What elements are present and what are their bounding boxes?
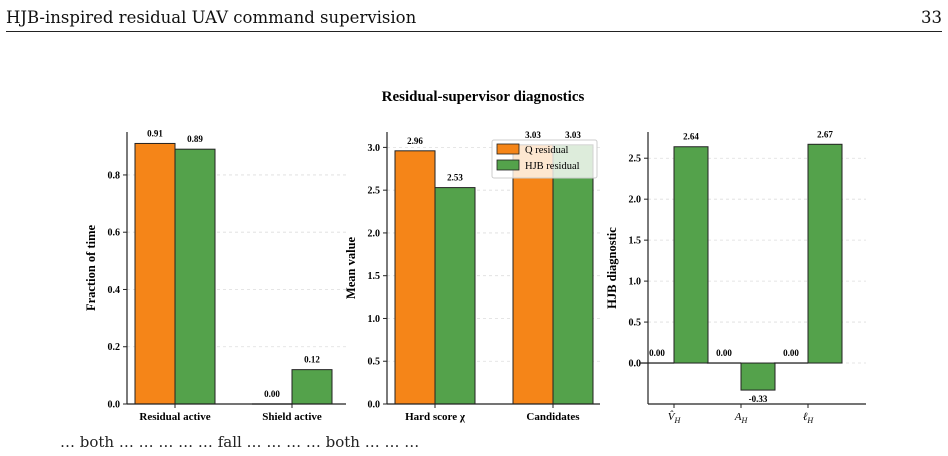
y-tick-label: 2.0 <box>368 228 381 239</box>
running-head: HJB-inspired residual UAV command superv… <box>6 8 942 30</box>
value-label: 0.00 <box>264 389 280 399</box>
running-title: HJB-inspired residual UAV command superv… <box>6 8 417 27</box>
header-rule <box>6 31 942 32</box>
chart-panel-2: 0.0 0.5 1.0 1.5 2.0 2.5 3.0 2.96 2.53 Hard score … <box>344 130 600 423</box>
y-tick-label: 0.0 <box>629 359 642 370</box>
y-tick-label: 2.0 <box>629 195 642 206</box>
y-tick-label: 1.5 <box>629 236 642 247</box>
y-tick-label: 0.8 <box>108 170 121 181</box>
value-label: 0.91 <box>147 128 163 138</box>
y-tick-label: 2.5 <box>629 154 642 165</box>
value-label: 0.00 <box>716 348 732 358</box>
y-tick-label: 0.2 <box>108 342 121 353</box>
legend-swatch <box>496 143 520 155</box>
bar-hjb-residual <box>673 146 709 364</box>
value-label: 2.96 <box>407 136 423 146</box>
value-label: 0.89 <box>187 134 203 144</box>
y-axis-label: HJB diagnostic <box>605 227 619 309</box>
legend-swatch <box>496 159 520 171</box>
value-label: 0.00 <box>649 348 665 358</box>
x-tick-label: Candidates <box>526 411 580 423</box>
bar-hjb-residual <box>807 143 843 364</box>
x-tick-label: AH <box>734 411 749 425</box>
bar-hjb-residual <box>174 148 216 405</box>
value-label: 0.00 <box>783 348 799 358</box>
x-tick-label: V̂H <box>668 410 682 425</box>
bar-hjb-residual <box>291 369 333 405</box>
y-tick-label: 0.5 <box>368 357 381 368</box>
value-label: 0.12 <box>304 355 320 365</box>
y-tick-label: 1.5 <box>368 271 381 282</box>
value-label: 2.67 <box>817 129 833 139</box>
y-tick-label: 0.0 <box>108 400 121 411</box>
chart-panel-3: 0.0 0.5 1.0 1.5 2.0 2.5 0.00 2.64 V̂H 0.00 -0.33AH… <box>605 129 866 425</box>
y-tick-label: 0.6 <box>108 228 121 239</box>
legend-entry: HJB residual <box>525 161 580 172</box>
bar-hjb-residual <box>740 362 776 391</box>
value-label: 3.03 <box>525 130 541 140</box>
y-axis-label: Fraction of time <box>84 225 98 312</box>
figure-title: Residual-supervisor diagnostics <box>382 89 585 105</box>
value-label: 3.03 <box>565 130 581 140</box>
x-tick-label: Residual active <box>139 411 210 423</box>
bar-q-residual <box>512 144 554 405</box>
y-tick-label: 0.0 <box>368 400 381 411</box>
value-label: -0.33 <box>749 394 768 404</box>
chart-panel-1: 0.0 0.2 0.4 0.6 0.8 0.91 0.89 Residual active 0.… <box>84 128 346 423</box>
x-tick-label: Hard score χ <box>405 411 466 423</box>
legend-entry: Q residual <box>525 145 569 156</box>
bar-q-residual <box>134 142 176 405</box>
y-tick-label: 0.5 <box>629 318 642 329</box>
value-label: 2.64 <box>683 132 699 142</box>
caption-fragment: … both … … … … … fall … … … … both … … … <box>60 433 420 451</box>
bar-hjb-residual <box>434 187 476 405</box>
x-tick-label: Shield active <box>262 411 322 423</box>
legend: Q residual HJB residual <box>491 139 598 179</box>
page-number: 33 <box>921 8 942 27</box>
y-tick-label: 2.5 <box>368 186 381 197</box>
x-tick-label: ℓH <box>803 411 815 425</box>
y-tick-label: 3.0 <box>368 143 381 154</box>
y-tick-label: 1.0 <box>368 314 381 325</box>
y-axis-label: Mean value <box>344 236 358 299</box>
y-tick-label: 0.4 <box>108 285 121 296</box>
bar-q-residual <box>394 150 436 405</box>
bar-hjb-residual <box>552 144 594 405</box>
y-tick-label: 1.0 <box>629 277 642 288</box>
value-label: 2.53 <box>447 173 463 183</box>
